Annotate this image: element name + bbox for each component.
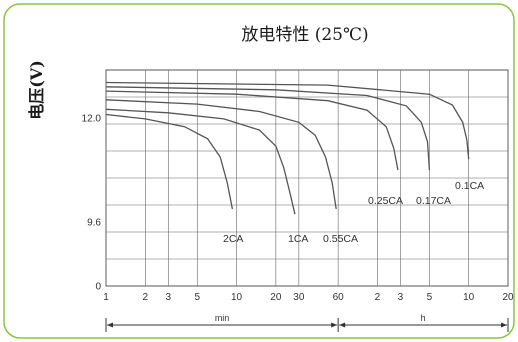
- x-tick-label: 20: [502, 292, 514, 303]
- unit-bar-arrow: [107, 322, 113, 328]
- y-tick-label: 9.6: [87, 218, 101, 229]
- curve-label-2CA: 2CA: [223, 233, 243, 245]
- unit-bar-arrow: [331, 322, 338, 328]
- unit-label-min: min: [215, 313, 230, 323]
- unit-bar-arrow: [339, 322, 346, 328]
- curve-label-0.1CA: 0.1CA: [455, 180, 484, 192]
- x-tick-label: 5: [427, 292, 433, 303]
- x-tick-label: 3: [398, 292, 404, 303]
- curve-labels: 2CA 1CA 0.55CA 0.25CA 0.17CA 0.1CA: [223, 180, 484, 245]
- y-tick-label: 12.0: [82, 114, 102, 125]
- unit-bar-arrow: [501, 322, 507, 328]
- y-tick-label: 0: [95, 282, 101, 293]
- x-tick-label: 10: [463, 292, 475, 303]
- x-tick-label: 2: [375, 292, 381, 303]
- chart-title: 放电特性 (25℃): [241, 25, 368, 45]
- x-tick-label: 60: [333, 292, 345, 303]
- x-tick-label: 10: [231, 292, 243, 303]
- x-tick-label: 2: [143, 292, 149, 303]
- x-tick-label: 3: [166, 292, 172, 303]
- curve-label-0.55CA: 0.55CA: [323, 233, 358, 245]
- axis-ticks: 12.0 9.6 01 2 3 5 10 20 30 60 2 3 5 10 20: [82, 114, 514, 304]
- discharge-curves: [105, 81, 470, 215]
- time-unit-bar: min h: [105, 313, 509, 332]
- curve-0.55CA: [105, 99, 337, 210]
- curve-1CA: [105, 108, 296, 215]
- curve-label-0.25CA: 0.25CA: [368, 195, 403, 207]
- curve-label-1CA: 1CA: [288, 233, 308, 245]
- x-tick-label: 5: [194, 292, 200, 303]
- curve-0.17CA: [105, 86, 431, 171]
- x-tick-label: 30: [293, 292, 305, 303]
- curve-0.1CA: [105, 81, 470, 160]
- y-axis-label: 电压(V): [27, 60, 46, 120]
- curve-label-0.17CA: 0.17CA: [416, 195, 451, 207]
- panel-frame: [3, 3, 515, 339]
- curve-2CA: [105, 113, 234, 210]
- grid: [105, 69, 509, 287]
- x-tick-label: 20: [270, 292, 282, 303]
- x-tick-label: 1: [103, 292, 109, 303]
- unit-label-h: h: [421, 313, 426, 323]
- curve-0.25CA: [105, 90, 399, 171]
